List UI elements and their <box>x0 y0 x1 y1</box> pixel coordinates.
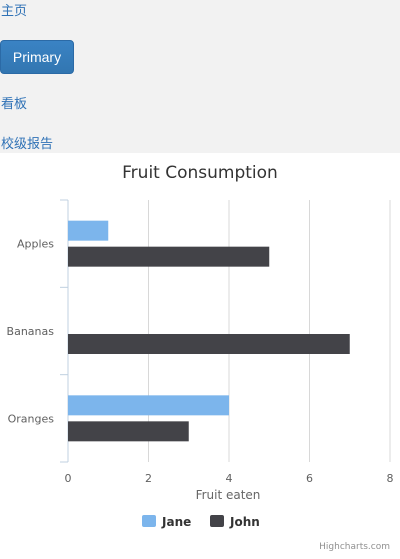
category-label: Oranges <box>8 412 55 425</box>
category-label: Apples <box>17 238 54 251</box>
chart-title: Fruit Consumption <box>122 163 278 183</box>
nav-link-board[interactable]: 看板 <box>1 96 28 111</box>
value-tick-label: 4 <box>226 472 233 485</box>
bar-john-apples <box>68 246 270 267</box>
bar-jane-oranges <box>68 395 229 416</box>
category-axis: Apples Bananas Oranges <box>7 199 69 463</box>
value-axis: 0 2 4 6 8 <box>65 472 394 485</box>
legend-swatch <box>210 515 224 527</box>
value-axis-title: Fruit eaten <box>196 488 261 502</box>
bar-john-bananas <box>68 334 350 354</box>
top-navigation: 主页 Primary 看板 校级报告 <box>0 0 400 153</box>
legend-swatch <box>142 515 156 527</box>
chart-bars <box>68 220 350 442</box>
bar-john-oranges <box>68 421 189 442</box>
legend-label: John <box>229 515 260 529</box>
value-tick-label: 0 <box>65 472 72 485</box>
primary-button[interactable]: Primary <box>0 40 74 74</box>
nav-link-school-report[interactable]: 校级报告 <box>1 136 54 151</box>
bar-chart: Fruit Consumption Apples Bananas Oranges 0… <box>7 163 394 552</box>
value-tick-label: 2 <box>145 472 152 485</box>
value-tick-label: 6 <box>306 472 313 485</box>
value-tick-label: 8 <box>387 472 394 485</box>
nav-link-home[interactable]: 主页 <box>1 3 28 18</box>
bar-jane-apples <box>68 220 109 241</box>
chart-container: Fruit Consumption Apples Bananas Oranges 0… <box>0 153 400 554</box>
chart-legend: Jane John <box>142 515 260 529</box>
legend-label: Jane <box>161 515 191 529</box>
category-label: Bananas <box>7 325 55 338</box>
chart-credits[interactable]: Highcharts.com <box>319 542 390 552</box>
